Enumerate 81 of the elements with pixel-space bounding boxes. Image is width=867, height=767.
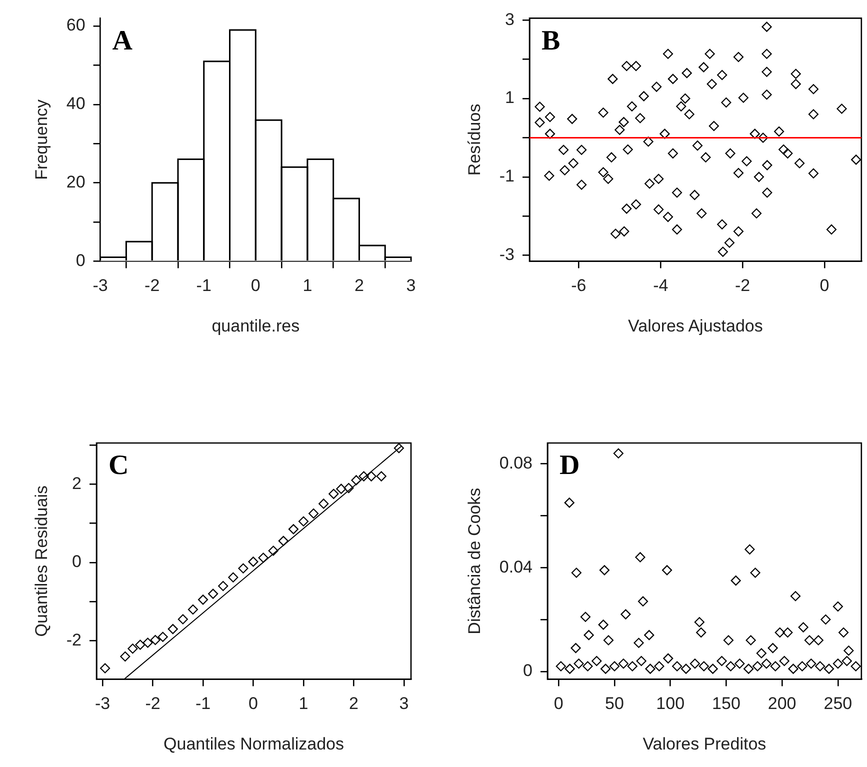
x-tick-label: 3	[406, 276, 416, 296]
y-tick-label: -3	[499, 245, 515, 264]
point	[268, 546, 278, 556]
y-tick-label: 0.08	[499, 453, 532, 472]
x-tick-label: 0	[820, 276, 830, 296]
y-axis-title: Quantiles Residuais	[32, 486, 51, 637]
x-tick-label: 150	[712, 694, 740, 714]
point	[128, 644, 138, 654]
point	[328, 488, 339, 499]
y-tick-label: 0	[523, 661, 532, 680]
point	[358, 471, 369, 482]
point	[120, 651, 130, 662]
x-tick-label: -1	[195, 694, 211, 714]
y-axis-title: Distância de Cooks	[464, 488, 484, 634]
x-tick-label: -2	[145, 694, 160, 714]
point	[150, 634, 160, 646]
point	[366, 471, 376, 482]
x-tick-label: 1	[302, 276, 312, 296]
x-tick-label: 200	[768, 694, 796, 714]
point	[100, 663, 110, 674]
point	[248, 556, 258, 567]
x-tick-label: -2	[735, 276, 750, 296]
y-tick-label: 0.04	[499, 557, 532, 576]
point	[394, 443, 404, 454]
annotation: A	[112, 25, 134, 56]
point	[188, 604, 198, 615]
y-axis-title: Resíduos	[464, 104, 484, 176]
annotation: B	[542, 25, 560, 56]
x-axis-title: quantile.res	[212, 316, 300, 336]
x-tick-label: -6	[571, 276, 586, 296]
y-tick-label: 1	[505, 88, 515, 108]
x-tick-label: 250	[824, 694, 852, 714]
point	[308, 508, 319, 519]
x-tick-label: 2	[354, 276, 364, 296]
x-tick-label: -3	[94, 694, 110, 714]
x-tick-label: -3	[92, 276, 108, 296]
point	[218, 580, 228, 592]
point	[142, 638, 153, 648]
y-tick-label: 20	[66, 172, 86, 192]
point	[258, 552, 268, 563]
point	[168, 624, 178, 634]
y-tick-label: 0	[72, 552, 82, 572]
x-tick-label: 50	[605, 694, 624, 714]
y-tick-label: 3	[505, 10, 515, 29]
annotation: D	[559, 450, 580, 482]
point	[298, 516, 309, 526]
x-tick-label: -1	[196, 276, 212, 296]
point	[318, 498, 329, 509]
y-tick-label: 60	[66, 16, 86, 35]
point	[178, 614, 188, 624]
point	[208, 588, 218, 599]
point	[344, 482, 354, 494]
y-tick-label: -2	[66, 630, 82, 650]
x-tick-label: 0	[250, 276, 260, 296]
x-tick-label: 2	[348, 694, 358, 714]
y-tick-label: 2	[72, 474, 82, 493]
x-tick-label: 0	[554, 694, 564, 714]
x-tick-label: 100	[656, 694, 685, 714]
x-tick-label: 3	[399, 694, 409, 714]
point	[288, 524, 298, 534]
x-axis-title: Valores Ajustados	[628, 316, 763, 336]
point	[351, 475, 362, 486]
y-tick-label: 0	[76, 250, 86, 270]
x-tick-label: 0	[248, 694, 258, 714]
point	[278, 536, 288, 546]
y-axis-title: Frequency	[32, 99, 51, 180]
point	[158, 632, 168, 642]
y-tick-label: 40	[66, 94, 86, 114]
x-tick-label: -2	[144, 276, 160, 296]
point	[228, 572, 238, 582]
y-tick-label: -1	[499, 166, 515, 186]
point	[198, 594, 208, 605]
x-axis-title: Quantiles Normalizados	[164, 734, 344, 754]
point	[135, 640, 146, 650]
point	[376, 471, 386, 482]
point	[336, 484, 346, 494]
x-axis-title: Valores Preditos	[642, 734, 766, 754]
annotation: C	[108, 450, 129, 482]
x-tick-label: 1	[298, 694, 308, 714]
x-tick-label: -4	[653, 276, 668, 296]
point	[238, 563, 248, 574]
